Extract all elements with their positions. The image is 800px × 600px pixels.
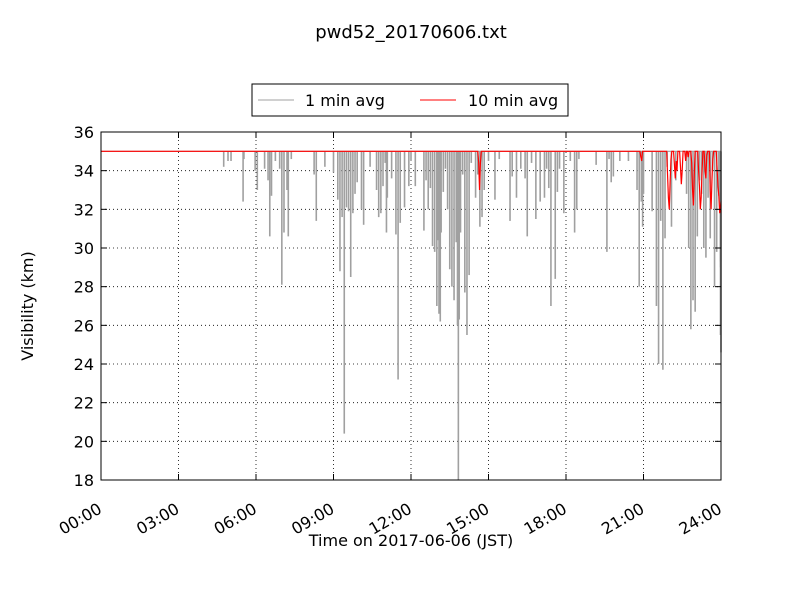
y-tick-label: 24 [74,355,94,374]
y-tick-label: 28 [74,278,94,297]
x-tick-label: 18:00 [521,499,570,539]
x-axis-label: Time on 2017-06-06 (JST) [308,531,513,550]
legend: 1 min avg 10 min avg [251,83,569,117]
x-tick-label: 06:00 [211,499,260,539]
x-tick-label: 03:00 [133,499,182,539]
legend-label-1-min-avg: 1 min avg [305,91,385,110]
y-tick-label: 36 [74,123,94,142]
series-10-min-avg-line [101,150,722,214]
x-tick-label: 24:00 [676,499,725,539]
y-tick-label: 30 [74,239,94,258]
plot-area [101,132,722,480]
legend-label-10-min-avg: 10 min avg [468,91,558,110]
y-tick-label: 26 [74,316,94,335]
y-tick-label: 34 [74,162,94,181]
y-axis-label: Visibility (km) [18,251,37,360]
chart-title: pwd52_20170606.txt [315,22,507,43]
y-tick-label: 18 [74,471,94,490]
x-tick-label: 00:00 [56,499,105,539]
y-tick-label: 20 [74,432,94,451]
x-tick-label: 21:00 [598,499,647,539]
legend-box [251,83,569,117]
y-tick-label: 22 [74,394,94,413]
y-tick-label: 32 [74,200,94,219]
